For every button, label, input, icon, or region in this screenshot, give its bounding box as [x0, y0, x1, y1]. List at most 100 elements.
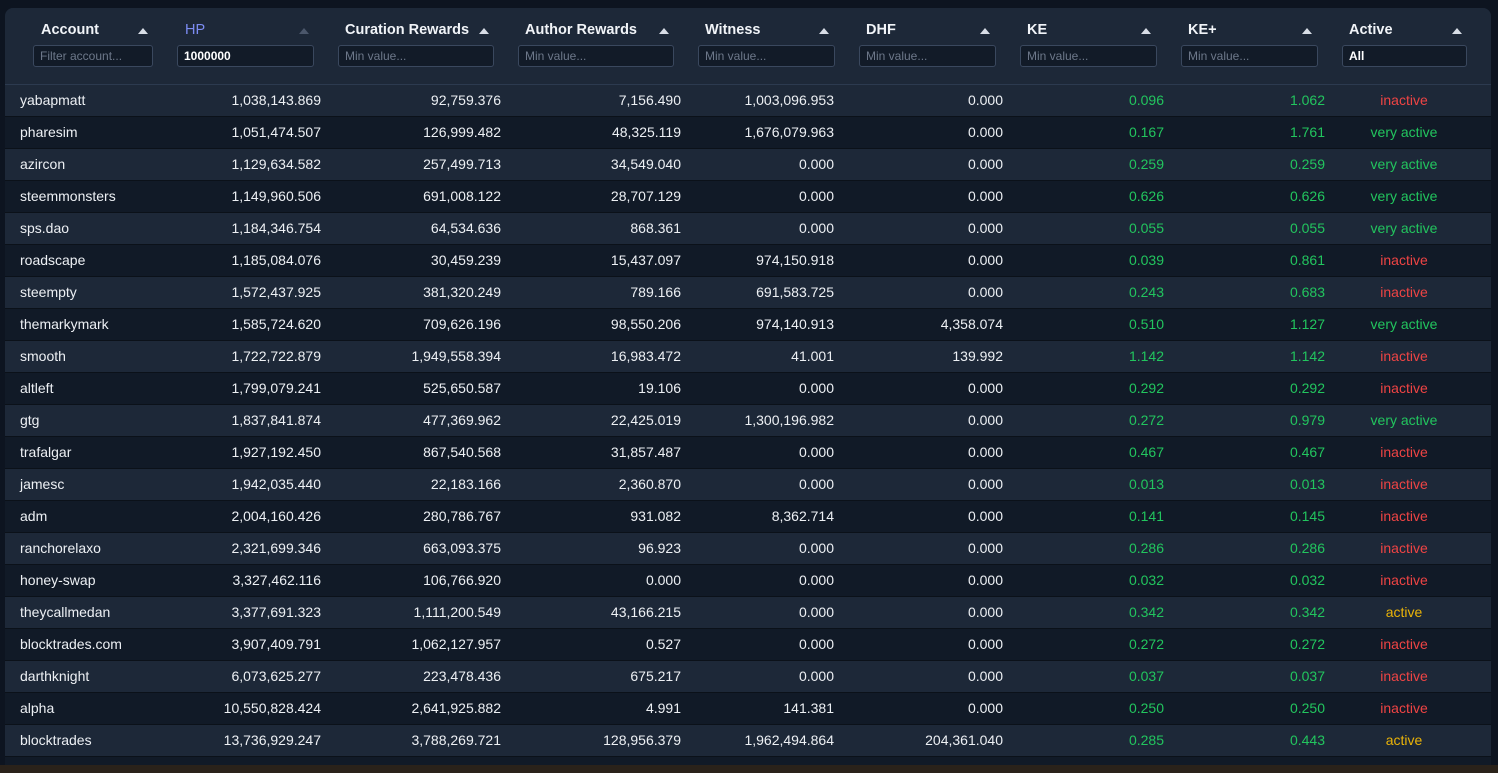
- filter-dhf-input[interactable]: [859, 45, 996, 67]
- cell-active: inactive: [1380, 348, 1428, 364]
- table-row[interactable]: blocktrades.com 3,907,409.791 1,062,127.95…: [5, 629, 1491, 661]
- cell-author: 28,707.129: [610, 188, 681, 204]
- column-label-hp[interactable]: HP: [185, 22, 206, 38]
- table-row[interactable]: yabapmatt 1,038,143.869 92,759.376 7,156.49…: [5, 85, 1491, 117]
- table-row[interactable]: gtg 1,837,841.874 477,369.962 22,425.019 1,3…: [5, 405, 1491, 437]
- cell-account[interactable]: sps.dao: [20, 220, 70, 236]
- cell-ke-plus: 0.286: [1289, 540, 1325, 556]
- sort-arrow-icon[interactable]: [659, 28, 669, 34]
- cell-account[interactable]: darthknight: [20, 668, 90, 684]
- cell-hp: 1,149,960.506: [231, 188, 321, 204]
- filter-hp-input[interactable]: [177, 45, 314, 67]
- filter-author-input[interactable]: [518, 45, 674, 67]
- column-header-hp[interactable]: HP: [170, 8, 330, 84]
- table-row[interactable]: steempty 1,572,437.925 381,320.249 789.166 6…: [5, 277, 1491, 309]
- cell-account[interactable]: jamesc: [20, 476, 65, 492]
- cell-author: 96.923: [638, 540, 681, 556]
- cell-hp: 3,327,462.116: [232, 572, 322, 588]
- cell-account[interactable]: blocktrades.com: [20, 636, 122, 652]
- cell-curation: 257,499.713: [423, 156, 501, 172]
- cell-account[interactable]: azircon: [20, 156, 66, 172]
- cell-account[interactable]: adm: [20, 508, 48, 524]
- sort-arrow-icon[interactable]: [138, 28, 148, 34]
- table-row[interactable]: honey-swap 3,327,462.116 106,766.920 0.000 0…: [5, 565, 1491, 597]
- cell-dhf: 0.000: [967, 604, 1003, 620]
- table-row[interactable]: darthknight 6,073,625.277 223,478.436 675.2…: [5, 661, 1491, 693]
- cell-author: 675.217: [630, 668, 681, 684]
- cell-account[interactable]: yabapmatt: [20, 92, 86, 108]
- column-header-author-rewards[interactable]: Author Rewards: [510, 8, 690, 84]
- cell-witness: 691,583.725: [756, 284, 834, 300]
- filter-witness-input[interactable]: [698, 45, 835, 67]
- table-row[interactable]: sps.dao 1,184,346.754 64,534.636 868.361 0.0…: [5, 213, 1491, 245]
- table-row[interactable]: blocktrades 13,736,929.247 3,788,269.721 12…: [5, 725, 1491, 757]
- column-header-active[interactable]: Active: [1333, 8, 1491, 84]
- cell-account[interactable]: ranchorelaxo: [20, 540, 101, 556]
- cell-witness: 41.001: [791, 348, 834, 364]
- sort-arrow-icon[interactable]: [819, 28, 829, 34]
- cell-active: inactive: [1380, 636, 1428, 652]
- table-row[interactable]: ranchorelaxo 2,321,699.346 663,093.375 96.9…: [5, 533, 1491, 565]
- filter-curation-input[interactable]: [338, 45, 494, 67]
- column-header-account[interactable]: Account: [5, 8, 170, 84]
- cell-account[interactable]: roadscape: [20, 252, 86, 268]
- cell-witness: 1,676,079.963: [744, 124, 834, 140]
- sort-arrow-icon[interactable]: [479, 28, 489, 34]
- cell-account[interactable]: theycallmedan: [20, 604, 111, 620]
- table-row[interactable]: trafalgar 1,927,192.450 867,540.568 31,857.…: [5, 437, 1491, 469]
- filter-ke-plus-input[interactable]: [1181, 45, 1318, 67]
- cell-account[interactable]: themarkymark: [20, 316, 109, 332]
- sort-arrow-icon[interactable]: [1141, 28, 1151, 34]
- cell-account[interactable]: blocktrades: [20, 732, 92, 748]
- column-header-ke[interactable]: KE: [1011, 8, 1172, 84]
- column-label-ke[interactable]: KE: [1027, 22, 1048, 38]
- filter-ke-input[interactable]: [1020, 45, 1157, 67]
- table-row[interactable]: steemmonsters 1,149,960.506 691,008.122 28,…: [5, 181, 1491, 213]
- cell-account[interactable]: trafalgar: [20, 444, 72, 460]
- cell-account[interactable]: smooth: [20, 348, 66, 364]
- column-label-dhf[interactable]: DHF: [866, 22, 896, 38]
- cell-ke: 0.510: [1128, 316, 1164, 332]
- column-label-witness[interactable]: Witness: [705, 22, 761, 38]
- table-row[interactable]: alpha 10,550,828.424 2,641,925.882 4.991 141…: [5, 693, 1491, 725]
- table-row[interactable]: azircon 1,129,634.582 257,499.713 34,549.04…: [5, 149, 1491, 181]
- sort-arrow-icon[interactable]: [299, 28, 309, 34]
- cell-account[interactable]: altleft: [20, 380, 54, 396]
- table-row[interactable]: jamesc 1,942,035.440 22,183.166 2,360.870 0.…: [5, 469, 1491, 501]
- cell-account[interactable]: alpha: [20, 700, 55, 716]
- table-row[interactable]: themarkymark 1,585,724.620 709,626.196 98,5…: [5, 309, 1491, 341]
- column-label-ke-plus[interactable]: KE+: [1188, 22, 1217, 38]
- cell-curation: 381,320.249: [423, 284, 501, 300]
- column-label-active[interactable]: Active: [1349, 22, 1393, 38]
- column-header-dhf[interactable]: DHF: [850, 8, 1011, 84]
- cell-account[interactable]: steemmonsters: [20, 188, 116, 204]
- filter-account-input[interactable]: [33, 45, 153, 67]
- sort-arrow-icon[interactable]: [1452, 28, 1462, 34]
- column-label-account[interactable]: Account: [41, 22, 99, 38]
- table-row[interactable]: theycallmedan 3,377,691.323 1,111,200.549 4…: [5, 597, 1491, 629]
- cell-witness: 8,362.714: [771, 508, 834, 524]
- sort-arrow-icon[interactable]: [980, 28, 990, 34]
- cell-ke-plus: 0.055: [1289, 220, 1325, 236]
- cell-author: 98,550.206: [610, 316, 681, 332]
- column-header-witness[interactable]: Witness: [690, 8, 850, 84]
- column-header-curation-rewards[interactable]: Curation Rewards: [330, 8, 510, 84]
- cell-author: 31,857.487: [610, 444, 681, 460]
- cell-account[interactable]: steempty: [20, 284, 77, 300]
- table-row[interactable]: smooth 1,722,722.879 1,949,558.394 16,983.4…: [5, 341, 1491, 373]
- cell-account[interactable]: honey-swap: [20, 572, 96, 588]
- table-body: yabapmatt 1,038,143.869 92,759.376 7,156.49…: [5, 85, 1491, 773]
- table-row[interactable]: roadscape 1,185,084.076 30,459.239 15,437.0…: [5, 245, 1491, 277]
- column-header-ke-plus[interactable]: KE+: [1172, 8, 1333, 84]
- filter-active-select[interactable]: [1342, 45, 1467, 67]
- sort-arrow-icon[interactable]: [1302, 28, 1312, 34]
- cell-dhf: 4,358.074: [940, 316, 1003, 332]
- cell-account[interactable]: gtg: [20, 412, 40, 428]
- table-row[interactable]: adm 2,004,160.426 280,786.767 931.082 8,362.…: [5, 501, 1491, 533]
- cell-account[interactable]: pharesim: [20, 124, 78, 140]
- column-label-author[interactable]: Author Rewards: [525, 22, 637, 38]
- column-label-curation[interactable]: Curation Rewards: [345, 22, 470, 38]
- table-row[interactable]: pharesim 1,051,474.507 126,999.482 48,325.1…: [5, 117, 1491, 149]
- table-row[interactable]: altleft 1,799,079.241 525,650.587 19.106 0.0…: [5, 373, 1491, 405]
- cell-active: very active: [1370, 220, 1438, 236]
